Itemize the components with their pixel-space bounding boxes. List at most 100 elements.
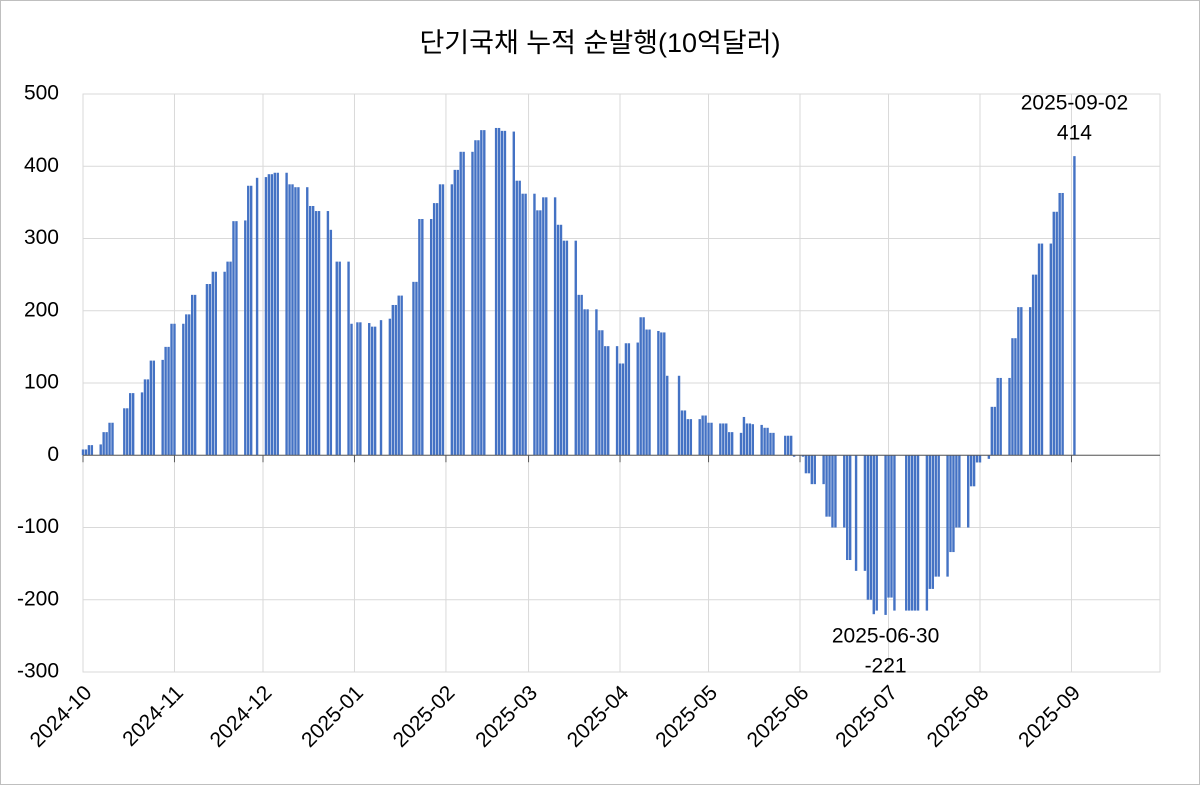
bar: [801, 455, 805, 457]
bar: [441, 184, 445, 456]
bar: [350, 323, 353, 456]
bar: [831, 455, 834, 528]
bar: [931, 455, 934, 589]
bar: [317, 211, 321, 456]
bar: [1040, 243, 1044, 456]
bar: [102, 432, 105, 456]
bar: [368, 323, 371, 456]
bar: [751, 424, 755, 456]
bar: [297, 187, 300, 456]
bar: [1055, 211, 1058, 456]
bar: [205, 284, 209, 456]
bar: [193, 294, 197, 456]
bar: [657, 330, 660, 456]
bar: [967, 455, 970, 528]
bar: [621, 363, 625, 456]
bar: [211, 271, 215, 456]
bar: [728, 432, 731, 456]
bar: [645, 329, 648, 456]
bar: [542, 197, 545, 456]
bar: [846, 455, 849, 561]
bar: [607, 346, 610, 456]
bar: [946, 455, 949, 577]
bar: [848, 455, 852, 561]
bar: [601, 330, 604, 456]
bar: [577, 294, 580, 456]
y-tick-label: -300: [17, 660, 59, 683]
bar: [958, 455, 961, 528]
bar: [648, 329, 651, 456]
bar: [707, 422, 710, 456]
bar: [421, 218, 424, 456]
bar: [1058, 192, 1061, 456]
bar: [1031, 274, 1035, 456]
bar: [990, 406, 994, 456]
bar: [521, 193, 524, 456]
bar: [766, 427, 769, 456]
bar: [1014, 338, 1017, 456]
bar: [503, 130, 507, 456]
bar: [586, 309, 589, 456]
bar: [494, 127, 498, 456]
bar: [418, 218, 421, 456]
bar: [81, 449, 85, 456]
bar: [214, 271, 217, 456]
bar: [545, 197, 548, 456]
bar: [294, 187, 297, 456]
bar: [618, 363, 622, 456]
bar: [975, 455, 979, 463]
bar: [474, 140, 477, 456]
bar: [359, 322, 362, 456]
bar: [1037, 243, 1041, 456]
bar: [624, 343, 628, 456]
bar: [391, 304, 395, 456]
bar: [338, 261, 341, 456]
bar: [329, 229, 333, 456]
bar: [784, 435, 787, 456]
bar: [208, 284, 212, 456]
bar: [388, 318, 392, 456]
bar: [129, 393, 132, 456]
bar: [689, 419, 693, 456]
bar: [556, 224, 560, 456]
bar: [595, 309, 598, 456]
annotation-value: 414: [1057, 122, 1092, 145]
bar: [574, 240, 577, 456]
bar: [1028, 307, 1032, 456]
bar: [604, 346, 607, 456]
bar: [719, 423, 722, 456]
bar: [952, 455, 955, 553]
bar: [810, 455, 814, 485]
bar: [666, 375, 669, 456]
bar: [934, 455, 937, 577]
bar: [143, 379, 147, 456]
bar: [854, 455, 858, 571]
bar: [306, 187, 309, 456]
bar: [276, 172, 279, 456]
bar: [429, 218, 433, 456]
bar: [326, 211, 330, 456]
bar: [636, 342, 639, 456]
bar: [84, 449, 88, 456]
bar: [999, 377, 1002, 456]
y-tick-label: 400: [24, 154, 59, 177]
bar: [244, 220, 247, 456]
bar: [226, 261, 229, 456]
bar: [993, 406, 996, 456]
bar: [913, 455, 917, 611]
annotation-date: 2025-06-30: [832, 624, 939, 647]
bar: [928, 455, 932, 589]
bar: [937, 455, 940, 577]
bar: [615, 346, 619, 456]
bar: [536, 210, 539, 456]
bar: [987, 455, 991, 459]
bar: [146, 379, 150, 456]
bar: [949, 455, 952, 553]
bar: [772, 432, 775, 456]
bar: [185, 314, 188, 456]
bar: [170, 323, 173, 456]
bar: [273, 172, 276, 456]
bar: [866, 455, 870, 600]
bar: [264, 177, 268, 456]
bar: [190, 294, 194, 456]
